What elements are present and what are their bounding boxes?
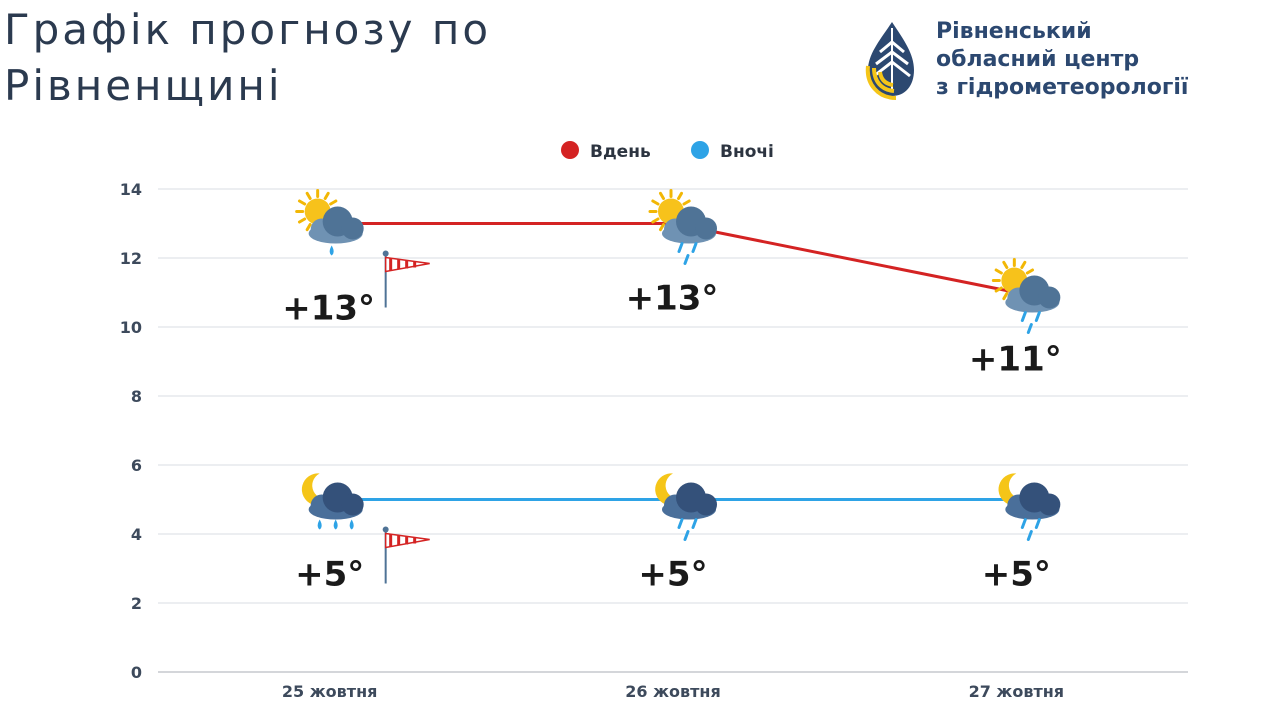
data-label: +5°	[638, 555, 707, 595]
sun-cloud-light-rain-icon	[295, 189, 364, 256]
y-tick-label: 8	[131, 387, 142, 406]
wind-sock-icon	[382, 250, 430, 308]
data-label: +5°	[982, 555, 1051, 595]
y-tick-label: 14	[120, 180, 142, 199]
legend-marker	[691, 141, 709, 159]
y-tick-label: 12	[120, 249, 142, 268]
legend-label: Вдень	[590, 142, 651, 162]
data-label: +13°	[282, 289, 375, 329]
page-title: Графік прогнозу по Рівненщині	[4, 5, 492, 110]
x-tick-label: 27 жовтня	[969, 682, 1064, 701]
legend-label: Вночі	[720, 142, 774, 162]
series-line-segment	[672, 222, 1017, 294]
y-tick-label: 10	[120, 318, 142, 337]
y-tick-label: 4	[131, 525, 142, 544]
legend-marker	[561, 141, 579, 159]
org-name-line-2: обласний центр	[936, 47, 1140, 72]
x-tick-label: 25 жовтня	[282, 682, 377, 701]
data-label: +11°	[969, 340, 1062, 380]
sun-cloud-rain-icon	[991, 258, 1061, 334]
x-tick-label: 26 жовтня	[625, 682, 720, 701]
moon-cloud-rain-icon	[301, 473, 364, 530]
y-tick-label: 6	[131, 456, 142, 475]
organization-name: Рівненський обласний центр з гідрометеор…	[936, 18, 1266, 102]
hydromet-drop-logo-icon	[862, 20, 918, 100]
moon-cloud-rain-icon	[998, 473, 1061, 541]
data-label: +5°	[295, 555, 364, 595]
y-tick-label: 0	[131, 663, 142, 682]
sun-cloud-rain-icon	[648, 189, 717, 265]
moon-cloud-rain-icon	[655, 473, 717, 541]
org-name-line-1: Рівненський	[936, 19, 1092, 44]
org-name-line-3: з гідрометеорології	[936, 75, 1189, 100]
y-tick-label: 2	[131, 594, 142, 613]
data-label: +13°	[626, 279, 719, 319]
wind-sock-icon	[382, 526, 430, 584]
